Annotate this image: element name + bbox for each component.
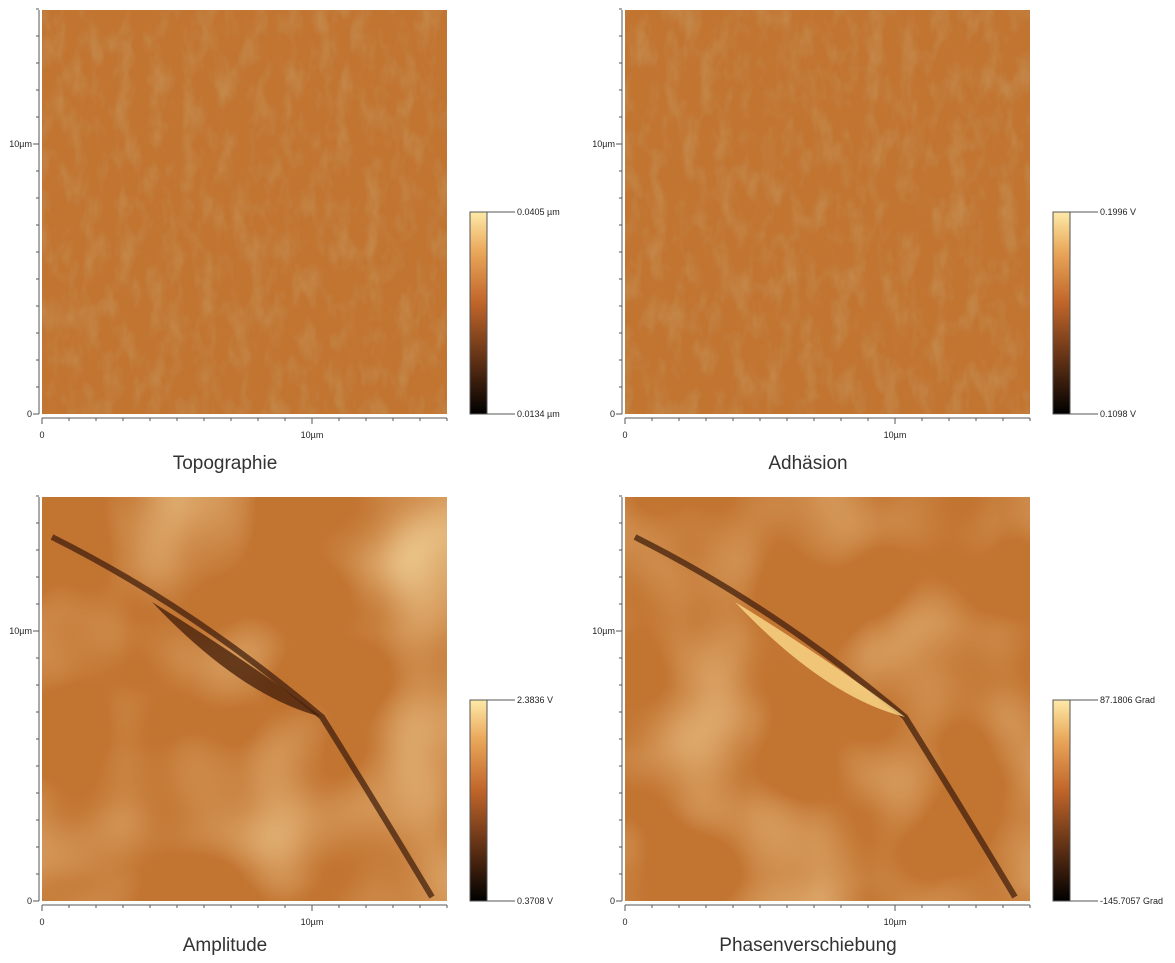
colorbar-max: 0.1996 V [1100, 207, 1136, 217]
colorbar [1053, 700, 1070, 901]
x-tick-label: 10µm [884, 430, 907, 440]
colorbar [470, 212, 487, 414]
y-tick-label: 0 [610, 409, 615, 419]
afm-image-texture [42, 10, 447, 414]
panel: 10µm 0 0 10µm 0.1996 V 0.1098 V Adhäsion [592, 9, 1136, 474]
y-tick-label: 0 [610, 896, 615, 906]
afm-image-texture [625, 10, 1030, 414]
y-tick-label: 10µm [592, 626, 615, 636]
y-tick-label: 0 [27, 409, 32, 419]
panel: 10µm 0 0 10µm 0.0405 µm 0.0134 µm Topographie [9, 9, 559, 474]
figure: 10µm0010µm0.0405 µm0.0134 µmTopographie1… [0, 0, 1175, 958]
colorbar-min: 0.3708 V [517, 896, 553, 906]
colorbar-min: -145.7057 Grad [1100, 896, 1163, 906]
colorbar [470, 700, 487, 901]
panel-title: Adhäsion [768, 453, 847, 474]
colorbar-min: 0.0134 µm [517, 409, 560, 419]
afm-image-texture [42, 497, 447, 901]
y-tick-label: 10µm [592, 139, 615, 149]
colorbar-max: 2.3836 V [517, 695, 553, 705]
x-tick-label: 10µm [301, 430, 324, 440]
afm-image-texture [625, 497, 1030, 901]
panel: 10µm 0 0 10µm 2.3836 V 0.3708 V Amplitude [9, 496, 553, 956]
colorbar [1053, 212, 1070, 414]
x-tick-label: 10µm [301, 917, 324, 927]
colorbar-min: 0.1098 V [1100, 409, 1136, 419]
y-tick-label: 0 [27, 896, 32, 906]
x-tick-label: 0 [622, 430, 627, 440]
x-tick-label: 10µm [884, 917, 907, 927]
x-tick-label: 0 [622, 917, 627, 927]
panel-title: Phasenverschiebung [719, 935, 896, 956]
x-tick-label: 0 [39, 917, 44, 927]
panel-title: Amplitude [183, 935, 268, 956]
y-tick-label: 10µm [9, 626, 32, 636]
y-tick-label: 10µm [9, 139, 32, 149]
panel-title: Topographie [173, 453, 278, 474]
x-tick-label: 0 [39, 430, 44, 440]
panel: 10µm 0 0 10µm 87.1806 Grad -145.7057 Grad Phas… [592, 496, 1163, 956]
colorbar-max: 87.1806 Grad [1100, 695, 1155, 705]
colorbar-max: 0.0405 µm [517, 207, 560, 217]
